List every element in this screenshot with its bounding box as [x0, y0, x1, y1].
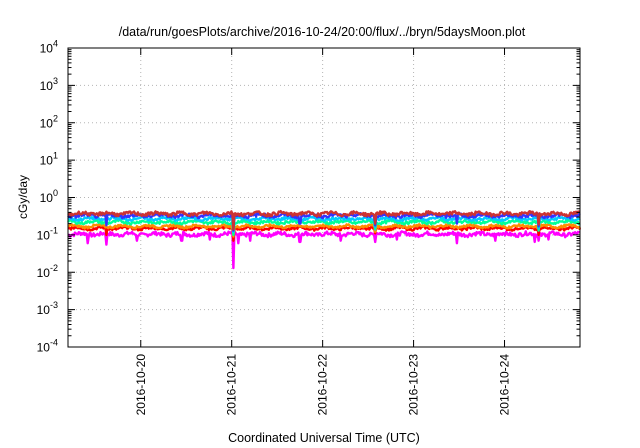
series-line: [67, 230, 581, 270]
x-axis-label: Coordinated Universal Time (UTC): [228, 431, 420, 445]
y-tick-label: 10-4: [37, 338, 58, 355]
y-tick-label: 104: [40, 39, 58, 56]
series-line: [67, 209, 581, 231]
tick-labels: 10-4 10-3 10-2 10-1 100 101 102 103 104 2016-10-2…: [37, 39, 512, 416]
series-line: [67, 218, 581, 237]
x-tick-label: 2016-10-23: [407, 354, 421, 416]
x-tick-label: 2016-10-21: [225, 354, 239, 416]
chart-title: /data/run/goesPlots/archive/2016-10-24/2…: [119, 25, 526, 39]
y-tick-label: 10-1: [37, 225, 58, 242]
y-axis-label: cGy/day: [16, 175, 30, 219]
y-tick-label: 103: [40, 76, 58, 93]
y-tick-label: 101: [40, 151, 58, 168]
y-tick-label: 100: [40, 188, 58, 205]
x-tick-label: 2016-10-24: [498, 354, 512, 416]
x-tick-label: 2016-10-22: [316, 354, 330, 416]
y-tick-label: 10-2: [37, 263, 58, 280]
grid: [68, 48, 580, 347]
ticks: [68, 47, 580, 348]
y-tick-label: 102: [40, 113, 58, 130]
x-tick-label: 2016-10-20: [134, 354, 148, 416]
series-line: [67, 215, 581, 234]
y-tick-label: 10-3: [37, 300, 58, 317]
series-layer: [67, 209, 582, 270]
series-line: [67, 223, 581, 238]
